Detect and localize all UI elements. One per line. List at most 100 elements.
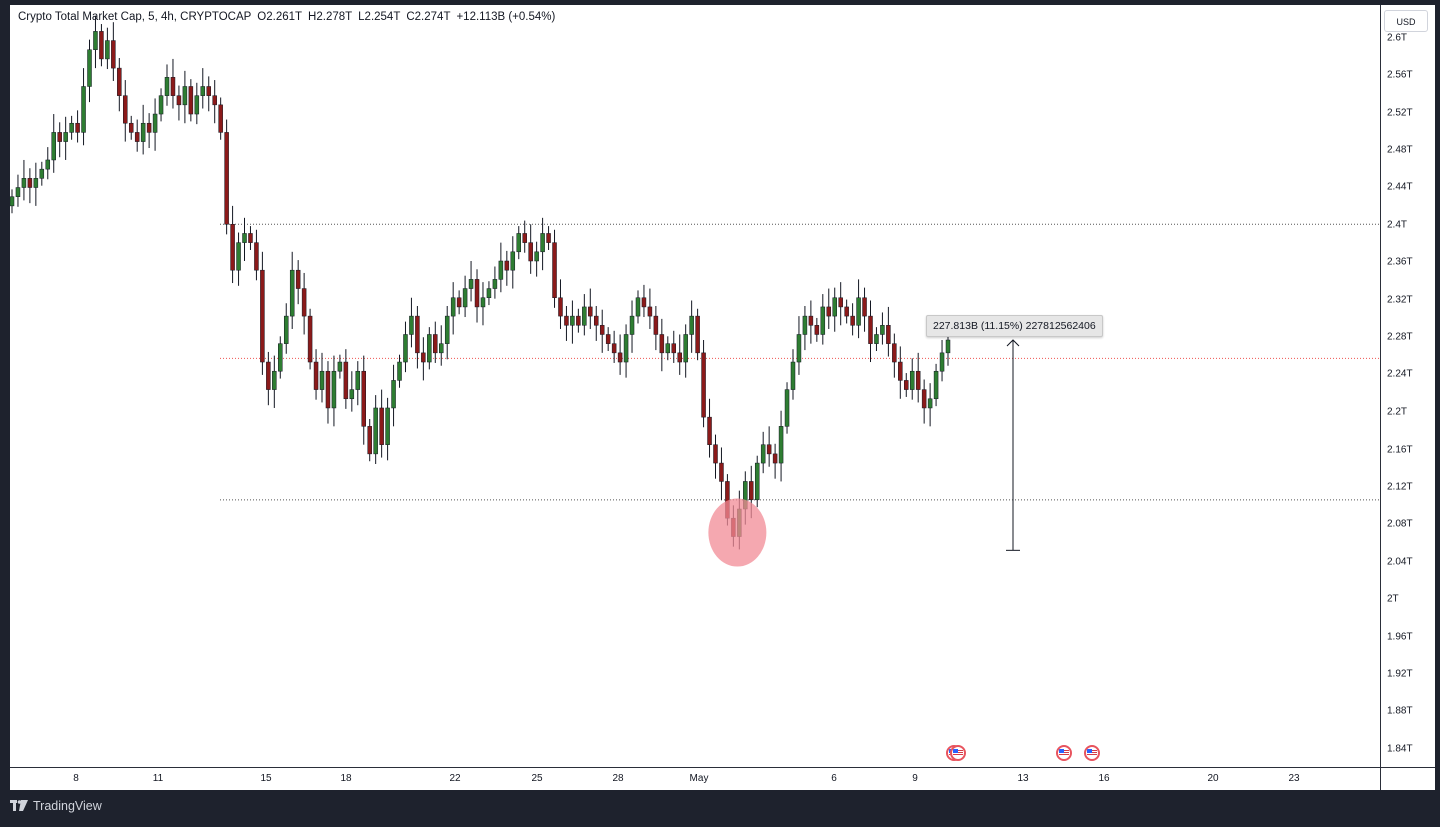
candle-up [403,334,408,363]
time-tick: 18 [340,773,352,784]
candle-down [677,352,682,363]
candle-down [379,407,384,445]
candle-up [832,297,837,317]
candle-up [397,361,402,381]
candle-down [915,370,921,390]
candle-up [33,178,39,188]
candle-down [558,297,563,317]
price-tick: 2.52T [1387,107,1413,119]
candle-down [224,132,229,225]
candle-down [647,306,653,317]
plot-area[interactable]: 227.813B (11.15%) 227812562406 [10,5,1380,767]
candle-up [69,122,74,133]
candle-up [760,444,766,464]
candle-down [838,297,843,308]
candle-up [236,242,241,271]
price-tick: 2.2T [1387,406,1408,418]
candle-down [886,325,891,344]
time-tick: 22 [449,773,461,784]
candle-down [576,315,581,326]
candle-up [438,343,444,354]
candle-up [480,297,486,308]
legend-title[interactable]: Crypto Total Market Cap, 5, 4h, CRYPTOCA… [18,11,252,23]
price-tick: 1.92T [1387,668,1413,680]
candle-down [57,132,62,142]
measure-label: 227.813B (11.15%) 227812562406 [926,315,1103,337]
candle-up [391,380,396,409]
candle-up [105,40,110,60]
candle-up [182,86,188,106]
candle-up [874,334,879,344]
candlestick-chart[interactable] [10,5,1380,767]
candle-up [796,334,802,363]
time-tick: 25 [531,773,543,784]
legend-low: L2.254T [358,11,401,23]
candle-up [754,462,760,501]
candle-up [629,315,635,335]
candle-down [605,334,611,344]
candle-up [534,251,539,262]
candle-up [486,288,492,298]
symbol-legend[interactable]: Crypto Total Market Cap, 5, 4h, CRYPTOCA… [18,11,555,23]
candle-up [665,343,671,354]
candle-down [325,370,331,409]
candle-down [218,104,223,133]
candle-up [21,178,27,188]
candle-up [331,370,337,409]
candle-down [111,40,116,69]
candle-down [719,462,724,482]
candle-up [93,31,98,50]
legend-high: H2.278T [308,11,353,23]
us-economic-event-icon[interactable] [950,745,966,761]
candle-up [39,168,45,179]
us-economic-event-icon[interactable] [1056,745,1072,761]
candle-up [570,315,575,326]
candle-down [170,77,176,96]
candle-up [945,339,951,354]
candle-up [15,187,21,197]
price-tick: 2.44T [1387,181,1413,193]
candle-up [623,334,629,363]
time-tick: 11 [152,773,164,784]
candle-up [349,389,355,400]
price-tick: 1.88T [1387,705,1413,717]
candle-down [206,86,211,96]
candle-up [683,334,688,363]
candle-up [939,352,945,372]
candle-down [868,315,873,344]
candle-up [462,288,468,308]
candle-up [81,86,86,133]
tradingview-logo-icon [10,800,28,811]
tradingview-brand[interactable]: TradingView [10,799,102,813]
candle-up [409,315,414,335]
candle-up [498,260,504,280]
candle-down [367,426,372,455]
candle-up [355,370,361,390]
price-axis[interactable]: 2.6T 2.56T 2.52T 2.48T 2.44T 2.4T 2.36T … [1380,5,1435,767]
candle-down [588,306,593,317]
candle-up [289,269,295,317]
candle-up [880,325,885,335]
candle-down [594,315,599,326]
candle-up [468,279,474,289]
candle-up [10,196,15,207]
candle-up [909,370,915,390]
candle-down [653,315,659,335]
candle-down [772,453,778,464]
candle-up [492,279,498,289]
price-tick: 2.04T [1387,556,1413,568]
candle-down [808,315,814,326]
currency-button[interactable]: USD [1384,10,1428,32]
time-tick: 23 [1288,773,1300,784]
candle-up [516,233,522,253]
time-axis[interactable]: 8 11 15 18 22 25 28 May 6 9 13 16 20 23 [10,767,1380,790]
candle-up [927,398,933,409]
low-highlight-ellipse [708,498,767,567]
us-economic-event-icon[interactable] [1084,745,1100,761]
candle-up [790,361,796,390]
candle-up [856,297,861,326]
price-tick: 2.56T [1387,69,1413,81]
candle-down [117,67,122,96]
candle-down [713,444,718,464]
price-tick: 1.96T [1387,631,1413,643]
